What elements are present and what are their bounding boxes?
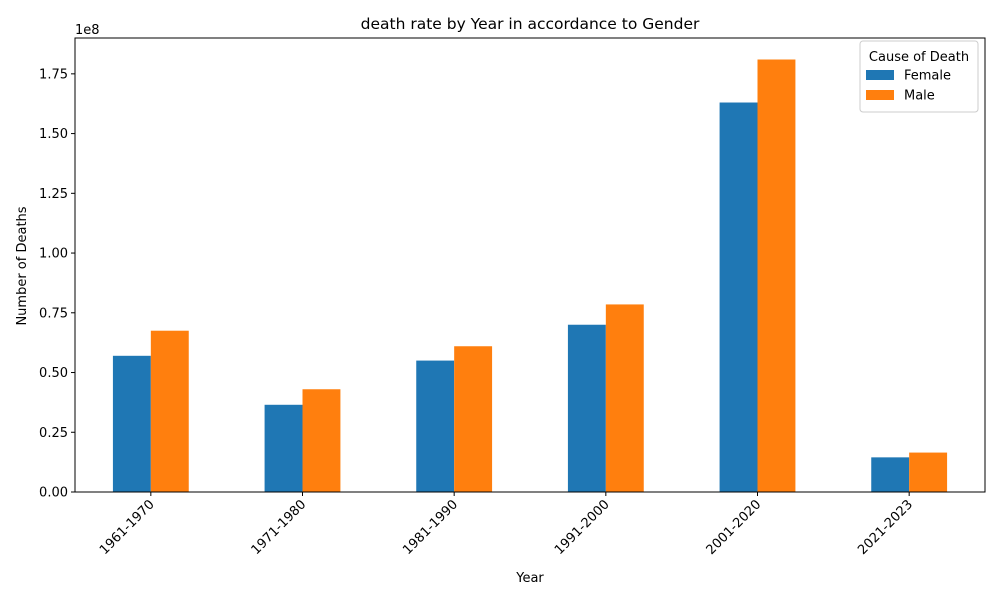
bar-female-2021-2023 [871,457,910,492]
y-tick-label: 1.00 [39,247,68,262]
bar-male-1961-1970 [150,330,189,492]
bar-female-1961-1970 [112,355,151,492]
legend-label-female: Female [904,69,951,84]
legend-label-male: Male [904,89,935,104]
y-tick-label: 1.25 [39,187,68,202]
y-tick-label: 0.25 [39,426,68,441]
y-tick-label: 0.75 [39,306,68,321]
legend-title: Cause of Death [869,50,969,65]
x-tick-label: 2001-2020 [704,497,765,558]
bar-male-2001-2020 [757,59,796,493]
legend-swatch-female [866,70,894,80]
y-scale-label: 1e8 [75,23,100,38]
bar-female-1991-2000 [567,324,606,492]
bar-male-1981-1990 [454,346,493,492]
bar-male-2021-2023 [909,452,948,492]
bar-female-2001-2020 [719,102,758,492]
legend-entries: Female Male [866,69,951,104]
chart-title: death rate by Year in accordance to Gend… [361,15,700,33]
x-tick-label: 2021-2023 [855,497,916,558]
bar-female-1981-1990 [416,360,455,492]
bar-female-1971-1980 [264,404,303,492]
bar-male-1991-2000 [605,304,644,492]
bar-male-1971-1980 [302,389,341,492]
x-tick-label: 1961-1970 [97,497,158,558]
legend-swatch-male [866,90,894,100]
x-tick-label: 1971-1980 [249,497,310,558]
legend: Cause of Death Female Male [859,40,979,113]
y-tick-label: 0.00 [39,486,68,501]
y-axis-label: Number of Deaths [15,206,30,325]
x-tick-label: 1991-2000 [552,497,613,558]
y-tick-label: 1.75 [39,67,68,82]
y-tick-label: 1.50 [39,127,68,142]
plot-area: 0.00 0.25 0.50 0.75 1.00 1.25 1.50 1.75 1961-197… [39,37,986,558]
plot-frame [74,37,986,493]
x-axis-label: Year [515,571,544,586]
y-tick-label: 0.50 [39,366,68,381]
x-tick-label: 1981-1990 [400,497,461,558]
